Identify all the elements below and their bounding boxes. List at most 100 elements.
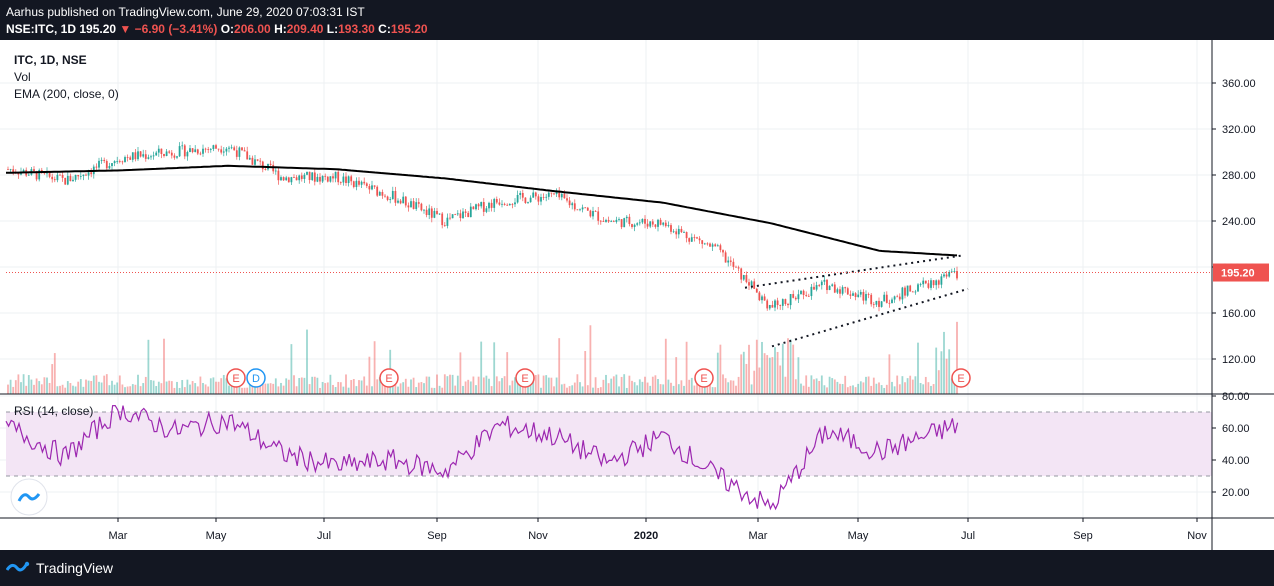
volume-bar: [446, 376, 449, 394]
candle-body: [33, 169, 35, 172]
candle-body: [833, 284, 836, 293]
rsi-tick-label: 60.00: [1222, 423, 1250, 435]
volume-bar: [930, 385, 932, 394]
volume-bar: [108, 385, 111, 394]
volume-bar: [841, 384, 844, 394]
volume-bar: [339, 382, 342, 394]
volume-bar: [571, 385, 574, 394]
volume-bar: [241, 387, 243, 394]
volume-bar: [12, 386, 15, 394]
candle-body: [113, 161, 116, 164]
volume-bar: [792, 344, 795, 394]
volume-bar: [753, 370, 756, 394]
volume-bar: [17, 374, 20, 394]
volume-bar: [420, 382, 423, 394]
candle-body: [391, 190, 394, 200]
candle-body: [295, 177, 298, 181]
candle-body: [436, 210, 438, 214]
candle-body: [290, 177, 293, 183]
candle-body: [246, 151, 249, 160]
volume-bar: [116, 382, 119, 394]
candle-body: [334, 171, 337, 179]
volume-bar: [784, 376, 787, 394]
candle-body: [677, 228, 680, 235]
volume-bar: [644, 376, 646, 394]
candle-body: [56, 174, 59, 181]
volume-bar: [490, 386, 493, 394]
chart-logo-icon: [17, 493, 41, 502]
volume-bar: [129, 386, 132, 394]
volume-bar: [657, 378, 659, 394]
volume-bar: [217, 381, 220, 394]
candle-body: [779, 305, 782, 306]
candle-body: [131, 152, 134, 160]
volume-bar: [914, 376, 917, 394]
candle-body: [956, 271, 958, 279]
volume-bar: [906, 378, 909, 394]
candle-body: [261, 161, 264, 170]
candle-body: [893, 296, 896, 300]
volume-bar: [761, 341, 763, 394]
candle-body: [12, 169, 15, 173]
candle-body: [516, 194, 519, 203]
candle-body: [732, 261, 735, 267]
candle-body: [602, 221, 605, 222]
volume-bar: [404, 378, 407, 394]
candle-body: [209, 149, 212, 150]
volume-bar: [631, 380, 633, 394]
candle-body: [737, 267, 740, 269]
candle-body: [514, 202, 516, 205]
candle-body: [433, 210, 436, 218]
candle-body: [867, 294, 870, 295]
time-tick-label: 2020: [634, 530, 658, 542]
volume-bar: [508, 385, 511, 394]
candle-body: [199, 153, 202, 155]
volume-bar: [732, 380, 735, 394]
candle-body: [800, 290, 802, 295]
candle-body: [906, 285, 909, 296]
candle-body: [350, 176, 353, 182]
candle-body: [308, 171, 311, 181]
tradingview-logo[interactable]: TradingView: [6, 560, 113, 576]
volume-bar: [633, 382, 636, 394]
candle-body: [555, 191, 558, 195]
volume-bar: [274, 378, 277, 394]
volume-bar: [30, 379, 33, 394]
volume-bar: [776, 351, 779, 394]
candle-body: [880, 301, 883, 307]
candle-body: [339, 182, 342, 184]
volume-bar: [893, 386, 896, 394]
price-chart[interactable]: EDEEEE360.00320.00280.00240.00200.00160.…: [0, 40, 1274, 550]
volume-bar: [883, 387, 886, 394]
candle-body: [196, 149, 199, 154]
candle-body: [40, 169, 43, 172]
volume-bar: [189, 384, 191, 394]
volume-bar: [66, 381, 69, 394]
candle-body: [77, 174, 80, 177]
low-value: 193.30: [338, 22, 375, 36]
candle-body: [612, 221, 615, 223]
volume-bar: [714, 387, 717, 394]
candle-body: [875, 300, 878, 305]
volume-bar: [495, 376, 498, 394]
volume-bar: [332, 384, 334, 394]
volume-bar: [771, 357, 774, 394]
open-value: 206.00: [234, 22, 271, 36]
volume-bar: [550, 377, 553, 394]
candle-body: [852, 293, 854, 296]
candle-body: [282, 177, 285, 181]
volume-bar: [152, 380, 155, 394]
close-label: C:: [378, 22, 391, 36]
candle-body: [173, 155, 176, 158]
volume-bar: [924, 376, 927, 394]
candle-body: [537, 196, 540, 202]
volume-bar: [368, 356, 371, 394]
volume-bar: [199, 376, 202, 394]
candle-body: [896, 296, 899, 298]
candle-body: [776, 300, 779, 306]
volume-bar: [693, 385, 696, 394]
candle-body: [259, 160, 262, 162]
candle-body: [573, 203, 576, 210]
candle-body: [672, 231, 675, 233]
candle-body: [922, 280, 925, 285]
